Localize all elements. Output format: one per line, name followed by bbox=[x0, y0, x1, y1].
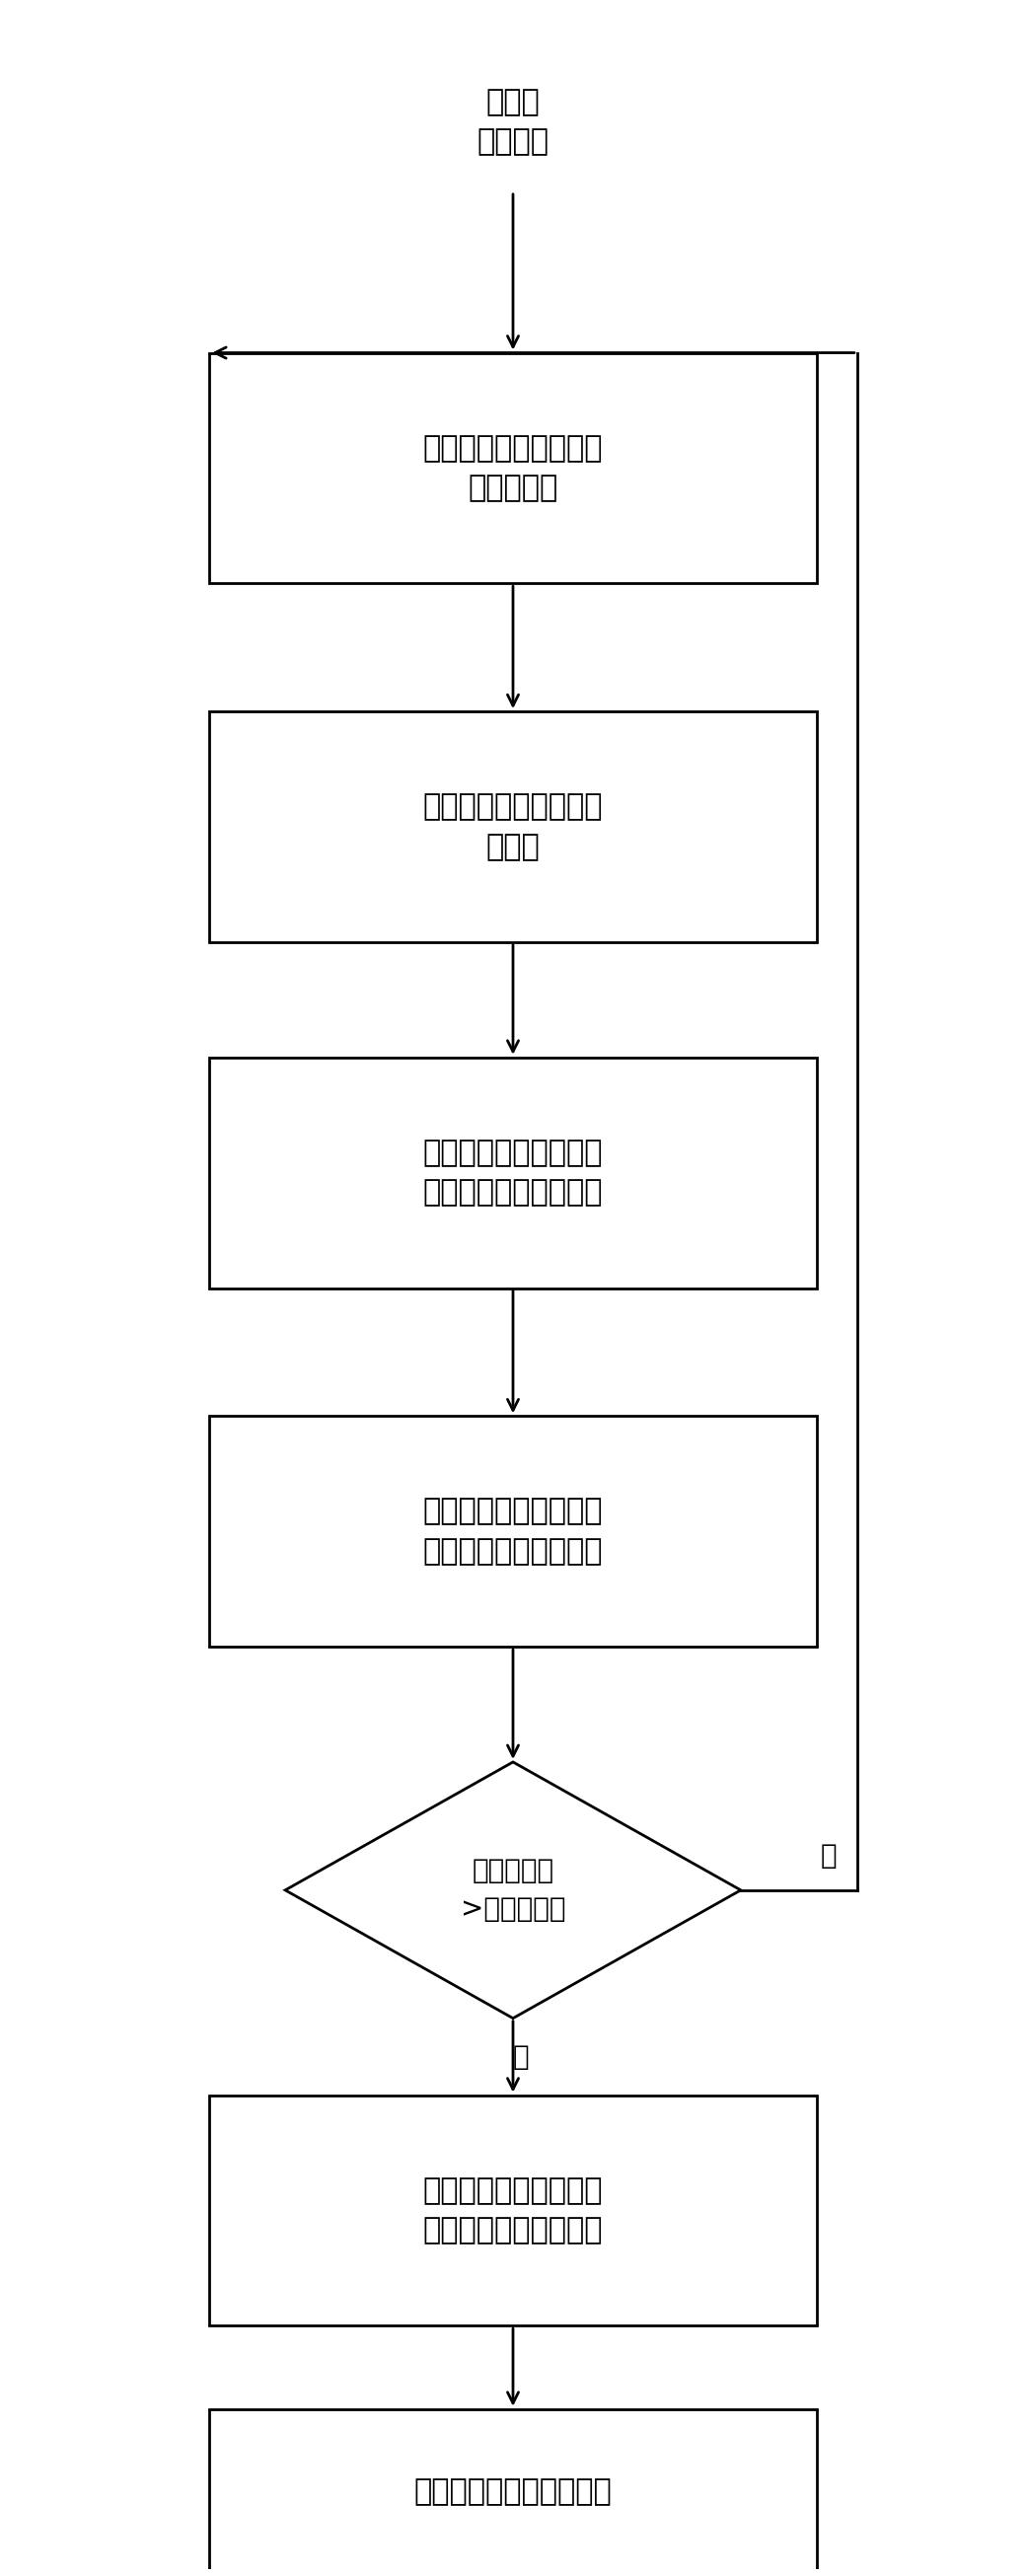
FancyBboxPatch shape bbox=[209, 2409, 817, 2576]
Text: 定义检测坐标系，实时
记录扫描轮廓点的坐标: 定义检测坐标系，实时 记录扫描轮廓点的坐标 bbox=[423, 1139, 603, 1208]
FancyBboxPatch shape bbox=[209, 711, 817, 943]
Text: 扫描高铁道岔的轨顶、
轨腰的轮廓: 扫描高铁道岔的轨顶、 轨腰的轮廓 bbox=[423, 433, 603, 502]
FancyBboxPatch shape bbox=[209, 1056, 817, 1288]
Text: 判定高铁道岔为合格产品: 判定高铁道岔为合格产品 bbox=[413, 2478, 613, 2506]
FancyBboxPatch shape bbox=[209, 1417, 817, 1646]
Text: 待检测
高铁道岔: 待检测 高铁道岔 bbox=[477, 88, 549, 157]
FancyBboxPatch shape bbox=[209, 353, 817, 582]
Text: 平面跳动值
>预设精度？: 平面跳动值 >预设精度？ bbox=[461, 1857, 565, 1924]
Text: 实时计算平面跳动值，
获取直线度和扭曲角度: 实时计算平面跳动值， 获取直线度和扭曲角度 bbox=[423, 1497, 603, 1566]
Text: 生成高铁道岔的平面轮
廓数据: 生成高铁道岔的平面轮 廓数据 bbox=[423, 793, 603, 860]
Polygon shape bbox=[285, 1762, 741, 2017]
Text: 将高铁道岔输送至对应
的待加工区以进行修复: 将高铁道岔输送至对应 的待加工区以进行修复 bbox=[423, 2177, 603, 2244]
FancyBboxPatch shape bbox=[209, 2094, 817, 2326]
Text: 是: 是 bbox=[513, 2043, 529, 2071]
Text: 否: 否 bbox=[821, 1842, 837, 1870]
